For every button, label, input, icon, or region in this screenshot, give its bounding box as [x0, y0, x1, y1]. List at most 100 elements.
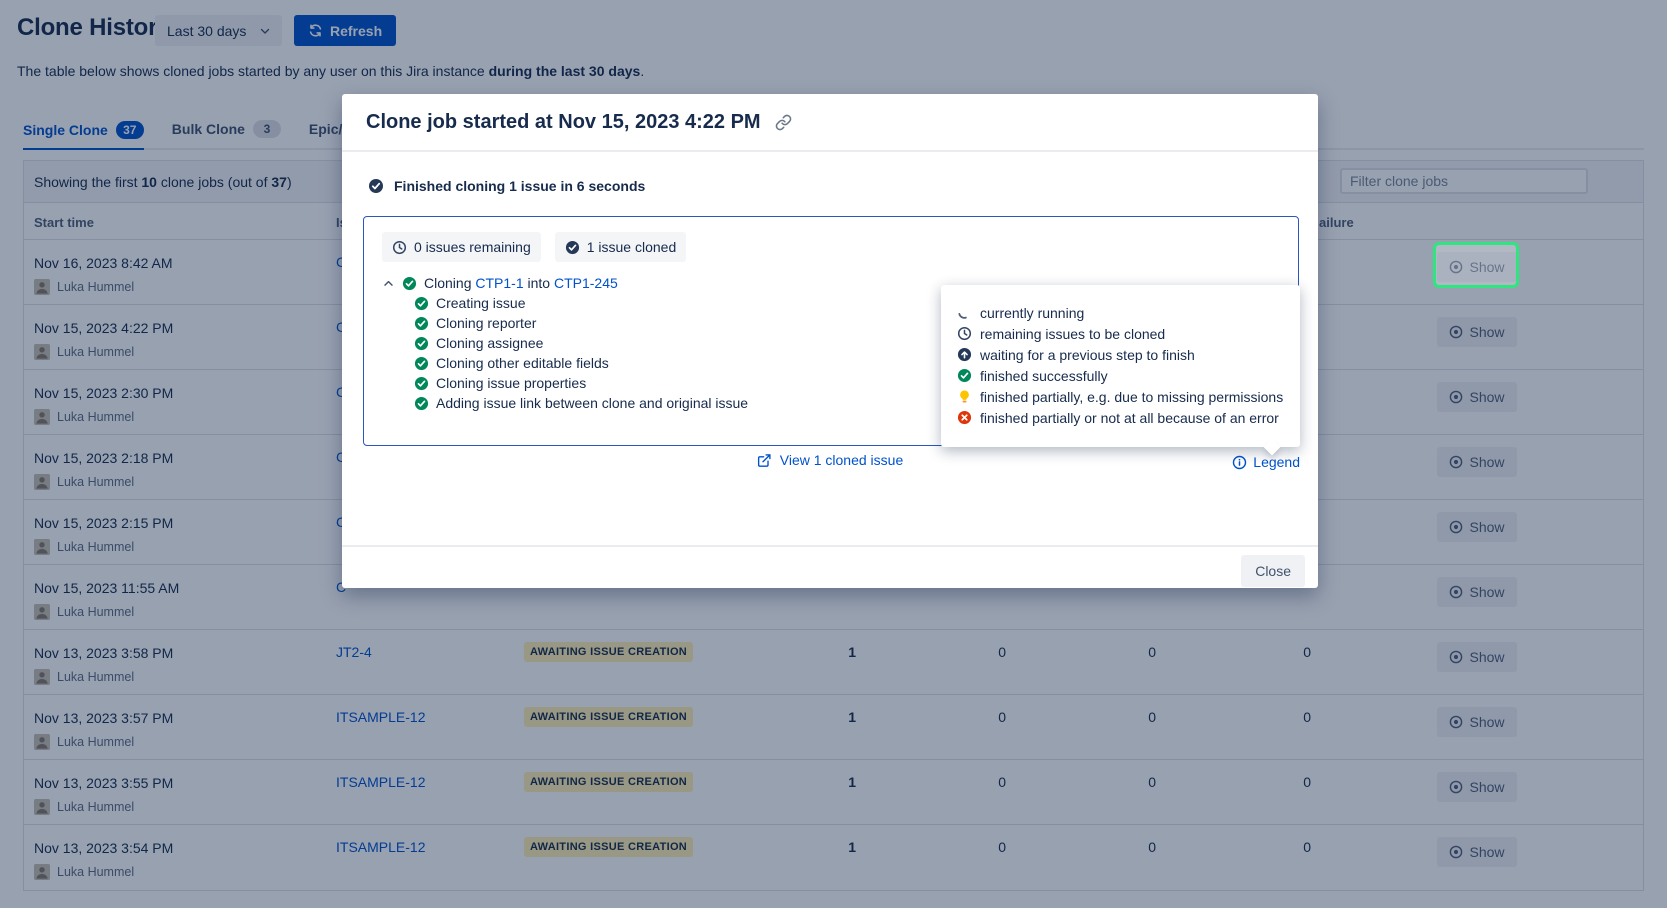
clock-icon	[392, 240, 407, 255]
issue-link[interactable]: C	[336, 254, 346, 270]
status-badge: AWAITING ISSUE CREATION	[524, 837, 694, 857]
issue-link[interactable]: ITSAMPLE-12	[336, 774, 426, 790]
external-link-icon	[757, 453, 772, 468]
legend-item: currently running	[957, 302, 1284, 323]
refresh-icon	[308, 23, 323, 38]
table-row: Nov 13, 2023 3:58 PM Luka Hummel JT2-4 A…	[24, 630, 1643, 695]
clock-icon	[957, 326, 972, 341]
legend-popup: currently running remaining issues to be…	[941, 285, 1300, 456]
table-row: Nov 13, 2023 3:57 PM Luka Hummel ITSAMPL…	[24, 695, 1643, 760]
check-circle-dark-icon	[368, 178, 384, 194]
tab-single-clone[interactable]: Single Clone 37	[23, 118, 144, 150]
tree-step: Cloning reporter	[414, 313, 1280, 333]
dialog-header: Clone job started at Nov 15, 2023 4:22 P…	[342, 94, 1318, 152]
start-time: Nov 13, 2023 3:58 PM	[34, 645, 174, 661]
show-button[interactable]: Show	[1437, 707, 1517, 737]
show-button[interactable]: Show	[1437, 642, 1517, 672]
page-description: The table below shows cloned jobs starte…	[17, 63, 645, 79]
user-name: Luka Hummel	[57, 605, 135, 619]
source-issue-link[interactable]: CTP1-1	[475, 275, 524, 291]
legend-link[interactable]: Legend	[1232, 454, 1300, 470]
clone-steps-tree: Cloning CTP1-1 into CTP1-245 Creating is…	[382, 273, 1280, 413]
start-time: Nov 16, 2023 8:42 AM	[34, 255, 173, 271]
date-range-value: Last 30 days	[167, 22, 247, 39]
user-name: Luka Hummel	[57, 475, 135, 489]
check-circle-green-icon	[414, 335, 429, 351]
chevron-up-icon[interactable]	[382, 277, 395, 290]
check-circle-green-icon	[414, 295, 429, 311]
issues-cloned-badge: 1 issue cloned	[554, 232, 687, 262]
avatar	[34, 734, 50, 750]
check-circle-green-icon	[414, 395, 429, 411]
check-circle-dark-icon	[564, 239, 580, 255]
tree-step: Adding issue link between clone and orig…	[414, 393, 1280, 413]
avatar	[34, 344, 50, 360]
show-button[interactable]: Show	[1437, 772, 1517, 802]
avatar	[34, 799, 50, 815]
target-issue-link[interactable]: CTP1-245	[553, 275, 618, 291]
issue-link[interactable]: C	[336, 384, 346, 400]
column-header-issue-fragment: Is	[336, 215, 347, 230]
issues-remaining-badge: 0 issues remaining	[382, 232, 541, 262]
tree-step: Cloning issue properties	[414, 373, 1280, 393]
legend-item: finished successfully	[957, 365, 1284, 386]
table-row: Nov 15, 2023 11:55 AM Luka Hummel C Show	[24, 565, 1643, 630]
tab-label: Bulk Clone	[171, 121, 245, 137]
filter-clone-jobs-input[interactable]	[1340, 168, 1588, 194]
error-circle-icon	[957, 410, 972, 425]
date-range-select[interactable]: Last 30 days	[155, 15, 282, 46]
user-name: Luka Hummel	[57, 865, 135, 879]
table-row: Nov 13, 2023 3:55 PM Luka Hummel ITSAMPL…	[24, 760, 1643, 825]
tree-root-item: Cloning CTP1-1 into CTP1-245	[382, 273, 1280, 293]
legend-item: finished partially or not at all because…	[957, 407, 1284, 428]
start-time: Nov 15, 2023 4:22 PM	[34, 320, 174, 336]
tab-count-badge: 3	[252, 120, 281, 138]
issue-link[interactable]: C	[336, 319, 346, 335]
show-button[interactable]: Show	[1437, 512, 1517, 542]
arrow-up-circle-icon	[957, 347, 972, 362]
show-button[interactable]: Show	[1437, 447, 1517, 477]
user-name: Luka Hummel	[57, 345, 135, 359]
issue-link[interactable]: C	[336, 449, 346, 465]
check-circle-green-icon	[402, 275, 417, 291]
highlight-annotation-box	[1433, 242, 1519, 288]
show-button[interactable]: Show	[1437, 577, 1517, 607]
status-badge: AWAITING ISSUE CREATION	[524, 642, 694, 662]
check-circle-green-icon	[414, 315, 429, 331]
tab-count-badge: 37	[115, 121, 144, 139]
user-name: Luka Hummel	[57, 540, 135, 554]
table-row: Nov 13, 2023 3:54 PM Luka Hummel ITSAMPL…	[24, 825, 1643, 890]
user-name: Luka Hummel	[57, 800, 135, 814]
issue-link[interactable]: ITSAMPLE-12	[336, 839, 426, 855]
issue-link[interactable]: ITSAMPLE-12	[336, 709, 426, 725]
close-button[interactable]: Close	[1241, 555, 1305, 587]
refresh-label: Refresh	[330, 22, 383, 39]
start-time: Nov 13, 2023 3:57 PM	[34, 710, 174, 726]
legend-item: waiting for a previous step to finish	[957, 344, 1284, 365]
show-button[interactable]: Show	[1437, 317, 1517, 347]
job-status-line: Finished cloning 1 issue in 6 seconds	[368, 178, 645, 194]
dialog-title: Clone job started at Nov 15, 2023 4:22 P…	[366, 110, 761, 133]
issue-link[interactable]: C	[336, 579, 347, 595]
link-icon[interactable]	[775, 114, 792, 131]
clone-job-dialog: Clone job started at Nov 15, 2023 4:22 P…	[342, 94, 1318, 588]
show-button[interactable]: Show	[1437, 837, 1517, 867]
legend-item: remaining issues to be cloned	[957, 323, 1284, 344]
avatar	[34, 474, 50, 490]
chevron-down-icon	[258, 24, 272, 38]
summary-text: Showing the first 10 clone jobs (out of …	[34, 173, 292, 190]
issue-link[interactable]: JT2-4	[336, 644, 372, 660]
show-button[interactable]: Show	[1437, 252, 1517, 282]
show-button[interactable]: Show	[1437, 382, 1517, 412]
status-badge: AWAITING ISSUE CREATION	[524, 707, 694, 727]
user-name: Luka Hummel	[57, 735, 135, 749]
column-header-start-time: Start time	[34, 215, 94, 230]
tab-bulk-clone[interactable]: Bulk Clone 3	[172, 118, 281, 148]
start-time: Nov 13, 2023 3:55 PM	[34, 775, 174, 791]
issue-link[interactable]: C	[336, 514, 346, 530]
refresh-button[interactable]: Refresh	[294, 15, 397, 46]
clone-jobs-table: Showing the first 10 clone jobs (out of …	[23, 160, 1644, 891]
lightbulb-icon	[957, 389, 972, 404]
view-cloned-issue-link[interactable]: View 1 cloned issue	[757, 452, 903, 468]
user-name: Luka Hummel	[57, 280, 135, 294]
